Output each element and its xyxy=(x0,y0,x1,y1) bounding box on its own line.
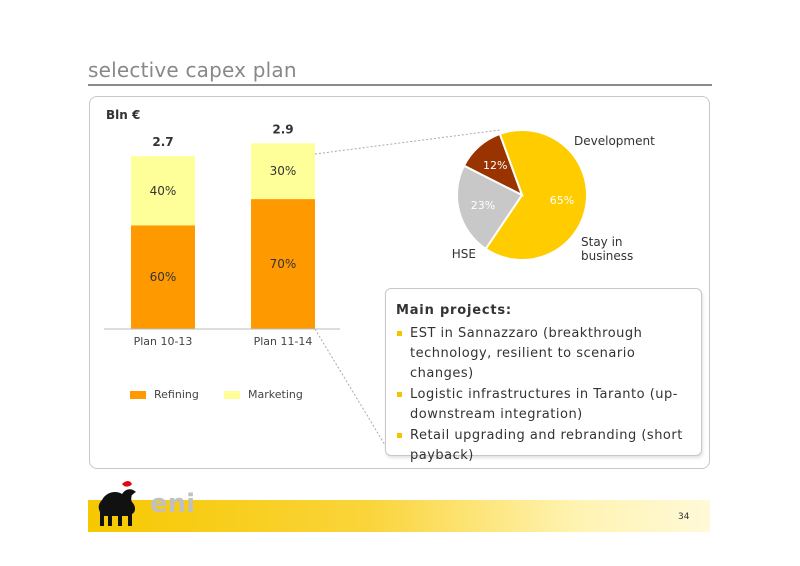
pie-pct-label-development: 65% xyxy=(550,194,574,207)
pie-category-label-hse: HSE xyxy=(452,247,476,261)
legend-refining: Refining xyxy=(130,388,199,401)
pie-slice-hse xyxy=(462,132,524,198)
legend-label-refining: Refining xyxy=(154,388,199,401)
bullet-icon xyxy=(397,392,402,397)
title-divider xyxy=(88,84,712,86)
pie-category-label-stay-in-business: Stay in business xyxy=(581,235,633,263)
main-projects-list: EST in Sannazzaro (breakthrough technolo… xyxy=(396,324,691,466)
zoom-line-bottom xyxy=(314,328,389,451)
x-tick-label-1: Plan 11-14 xyxy=(254,335,313,348)
page-title: selective capex plan xyxy=(88,58,297,82)
bullet-icon xyxy=(397,331,402,336)
main-projects-box: Main projects: EST in Sannazzaro (breakt… xyxy=(385,288,702,463)
bar-label-marketing-0: 40% xyxy=(150,184,177,198)
legend-marketing: Marketing xyxy=(224,388,303,401)
bar-refining-0 xyxy=(131,225,195,329)
x-tick-label-0: Plan 10-13 xyxy=(134,335,193,348)
list-item: Logistic infrastructures in Taranto (up-… xyxy=(396,385,691,425)
eni-wordmark: eni xyxy=(150,489,195,519)
legend-label-marketing: Marketing xyxy=(248,388,303,401)
list-item: Retail upgrading and rebranding (short p… xyxy=(396,426,691,466)
footer-band xyxy=(88,500,710,532)
pie-pct-label-stay-in-business: 23% xyxy=(471,199,495,212)
bar-label-marketing-1: 30% xyxy=(270,164,297,178)
bar-marketing-0 xyxy=(131,156,195,226)
pie-category-label-development: Development xyxy=(574,134,655,148)
pie-pct-label-hse: 12% xyxy=(483,159,507,172)
bar-total-label-1: 2.9 xyxy=(272,122,293,136)
bar-label-refining-1: 70% xyxy=(270,257,297,271)
six-legged-dog-icon xyxy=(98,481,136,526)
bar-refining-1 xyxy=(251,199,315,329)
list-item: EST in Sannazzaro (breakthrough technolo… xyxy=(396,324,691,384)
page-number: 34 xyxy=(678,512,690,522)
legend-swatch-refining xyxy=(130,391,146,399)
bar-label-refining-0: 60% xyxy=(150,270,177,284)
unit-label: Bln € xyxy=(106,108,141,122)
zoom-line-top xyxy=(314,129,501,155)
eni-logo: eni xyxy=(98,481,195,526)
bullet-icon xyxy=(397,433,402,438)
legend-swatch-marketing xyxy=(224,391,240,399)
pie-slice-stay-in-business xyxy=(456,164,524,251)
main-projects-title: Main projects: xyxy=(396,303,512,318)
bar-marketing-1 xyxy=(251,143,315,200)
bar-total-label-0: 2.7 xyxy=(152,135,173,149)
